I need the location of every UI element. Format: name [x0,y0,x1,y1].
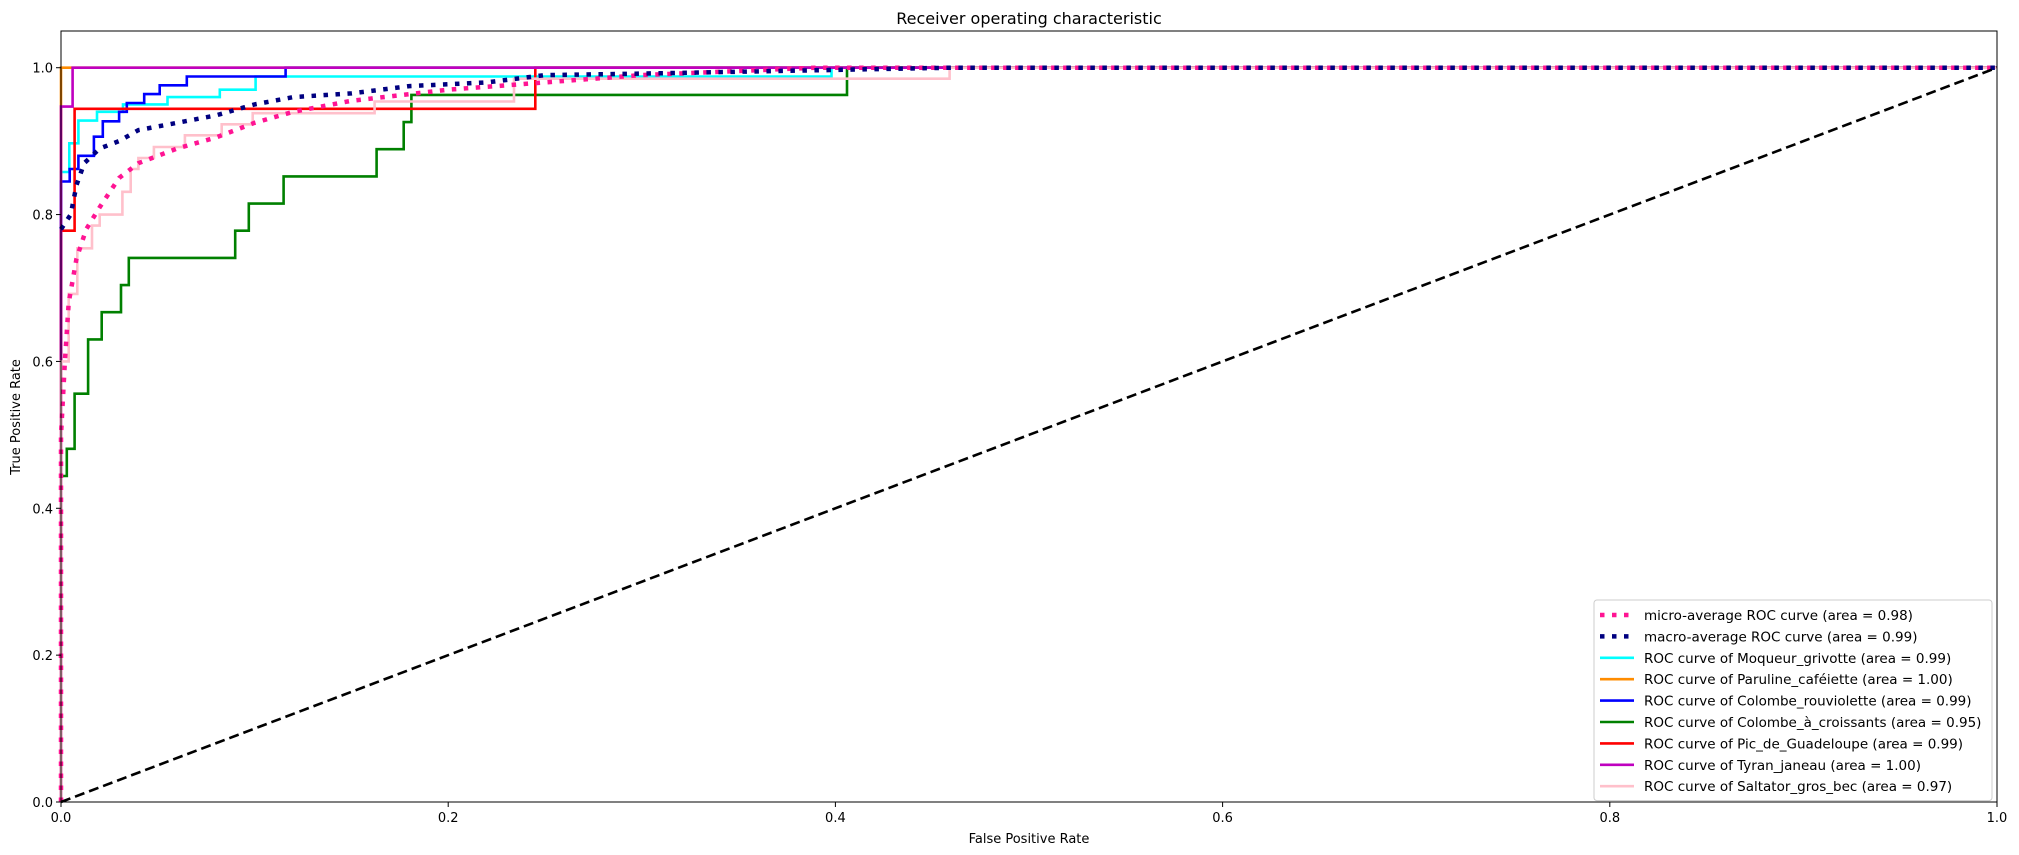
axes: 0.0 0.2 0.4 0.6 0.8 1.0 0.0 0.2 0.4 0.6 0.8 1.0 [32,30,2008,826]
y-tick-label: 0.6 [32,355,53,370]
x-tick-label: 0.2 [438,811,459,826]
legend-entry: ROC curve of Moqueur_grivotte (area = 0.… [1644,651,1951,667]
legend-entry: ROC curve of Colombe_rouviolette (area =… [1644,694,1972,710]
y-tick-label: 1.0 [32,62,53,77]
legend-entry: ROC curve of Tyran_janeau (area = 1.00) [1644,758,1921,774]
legend-entry: macro-average ROC curve (area = 0.99) [1644,629,1917,645]
y-axis-label: True Positive Rate [9,359,24,476]
x-tick-label: 0.8 [1599,811,1620,826]
legend-entry: micro-average ROC curve (area = 0.98) [1644,608,1913,624]
series-line-1 [59,65,1997,231]
x-tick-label: 0.4 [825,811,846,826]
y-tick-label: 0.4 [32,502,53,517]
y-tick-label: 0.2 [32,649,53,664]
legend-entry: ROC curve of Saltator_gros_bec (area = 0… [1644,779,1952,795]
axes-frame [60,30,1998,803]
x-tick-label: 0.0 [51,811,72,826]
x-tick-label: 1.0 [1987,811,2008,826]
legend-entry: ROC curve of Pic_de_Guadeloupe (area = 0… [1644,736,1963,752]
legend-frame [1593,599,1993,802]
chance-diagonal-line [60,66,1998,804]
y-tick-label: 0.0 [32,796,53,811]
series-line-8 [59,66,1997,802]
legend-entry: ROC curve of Paruline_caféiette (area = … [1644,672,1953,688]
legend: micro-average ROC curve (area = 0.98) mac… [1593,599,1993,802]
chart-title: Receiver operating characteristic [896,9,1162,28]
legend-entry: ROC curve of Colombe_à_croissants (area … [1644,715,1981,731]
y-tick-label: 0.8 [32,209,53,224]
x-tick-label: 0.6 [1212,811,1233,826]
x-axis-label: False Positive Rate [969,832,1090,847]
series-line-5 [59,66,1997,802]
